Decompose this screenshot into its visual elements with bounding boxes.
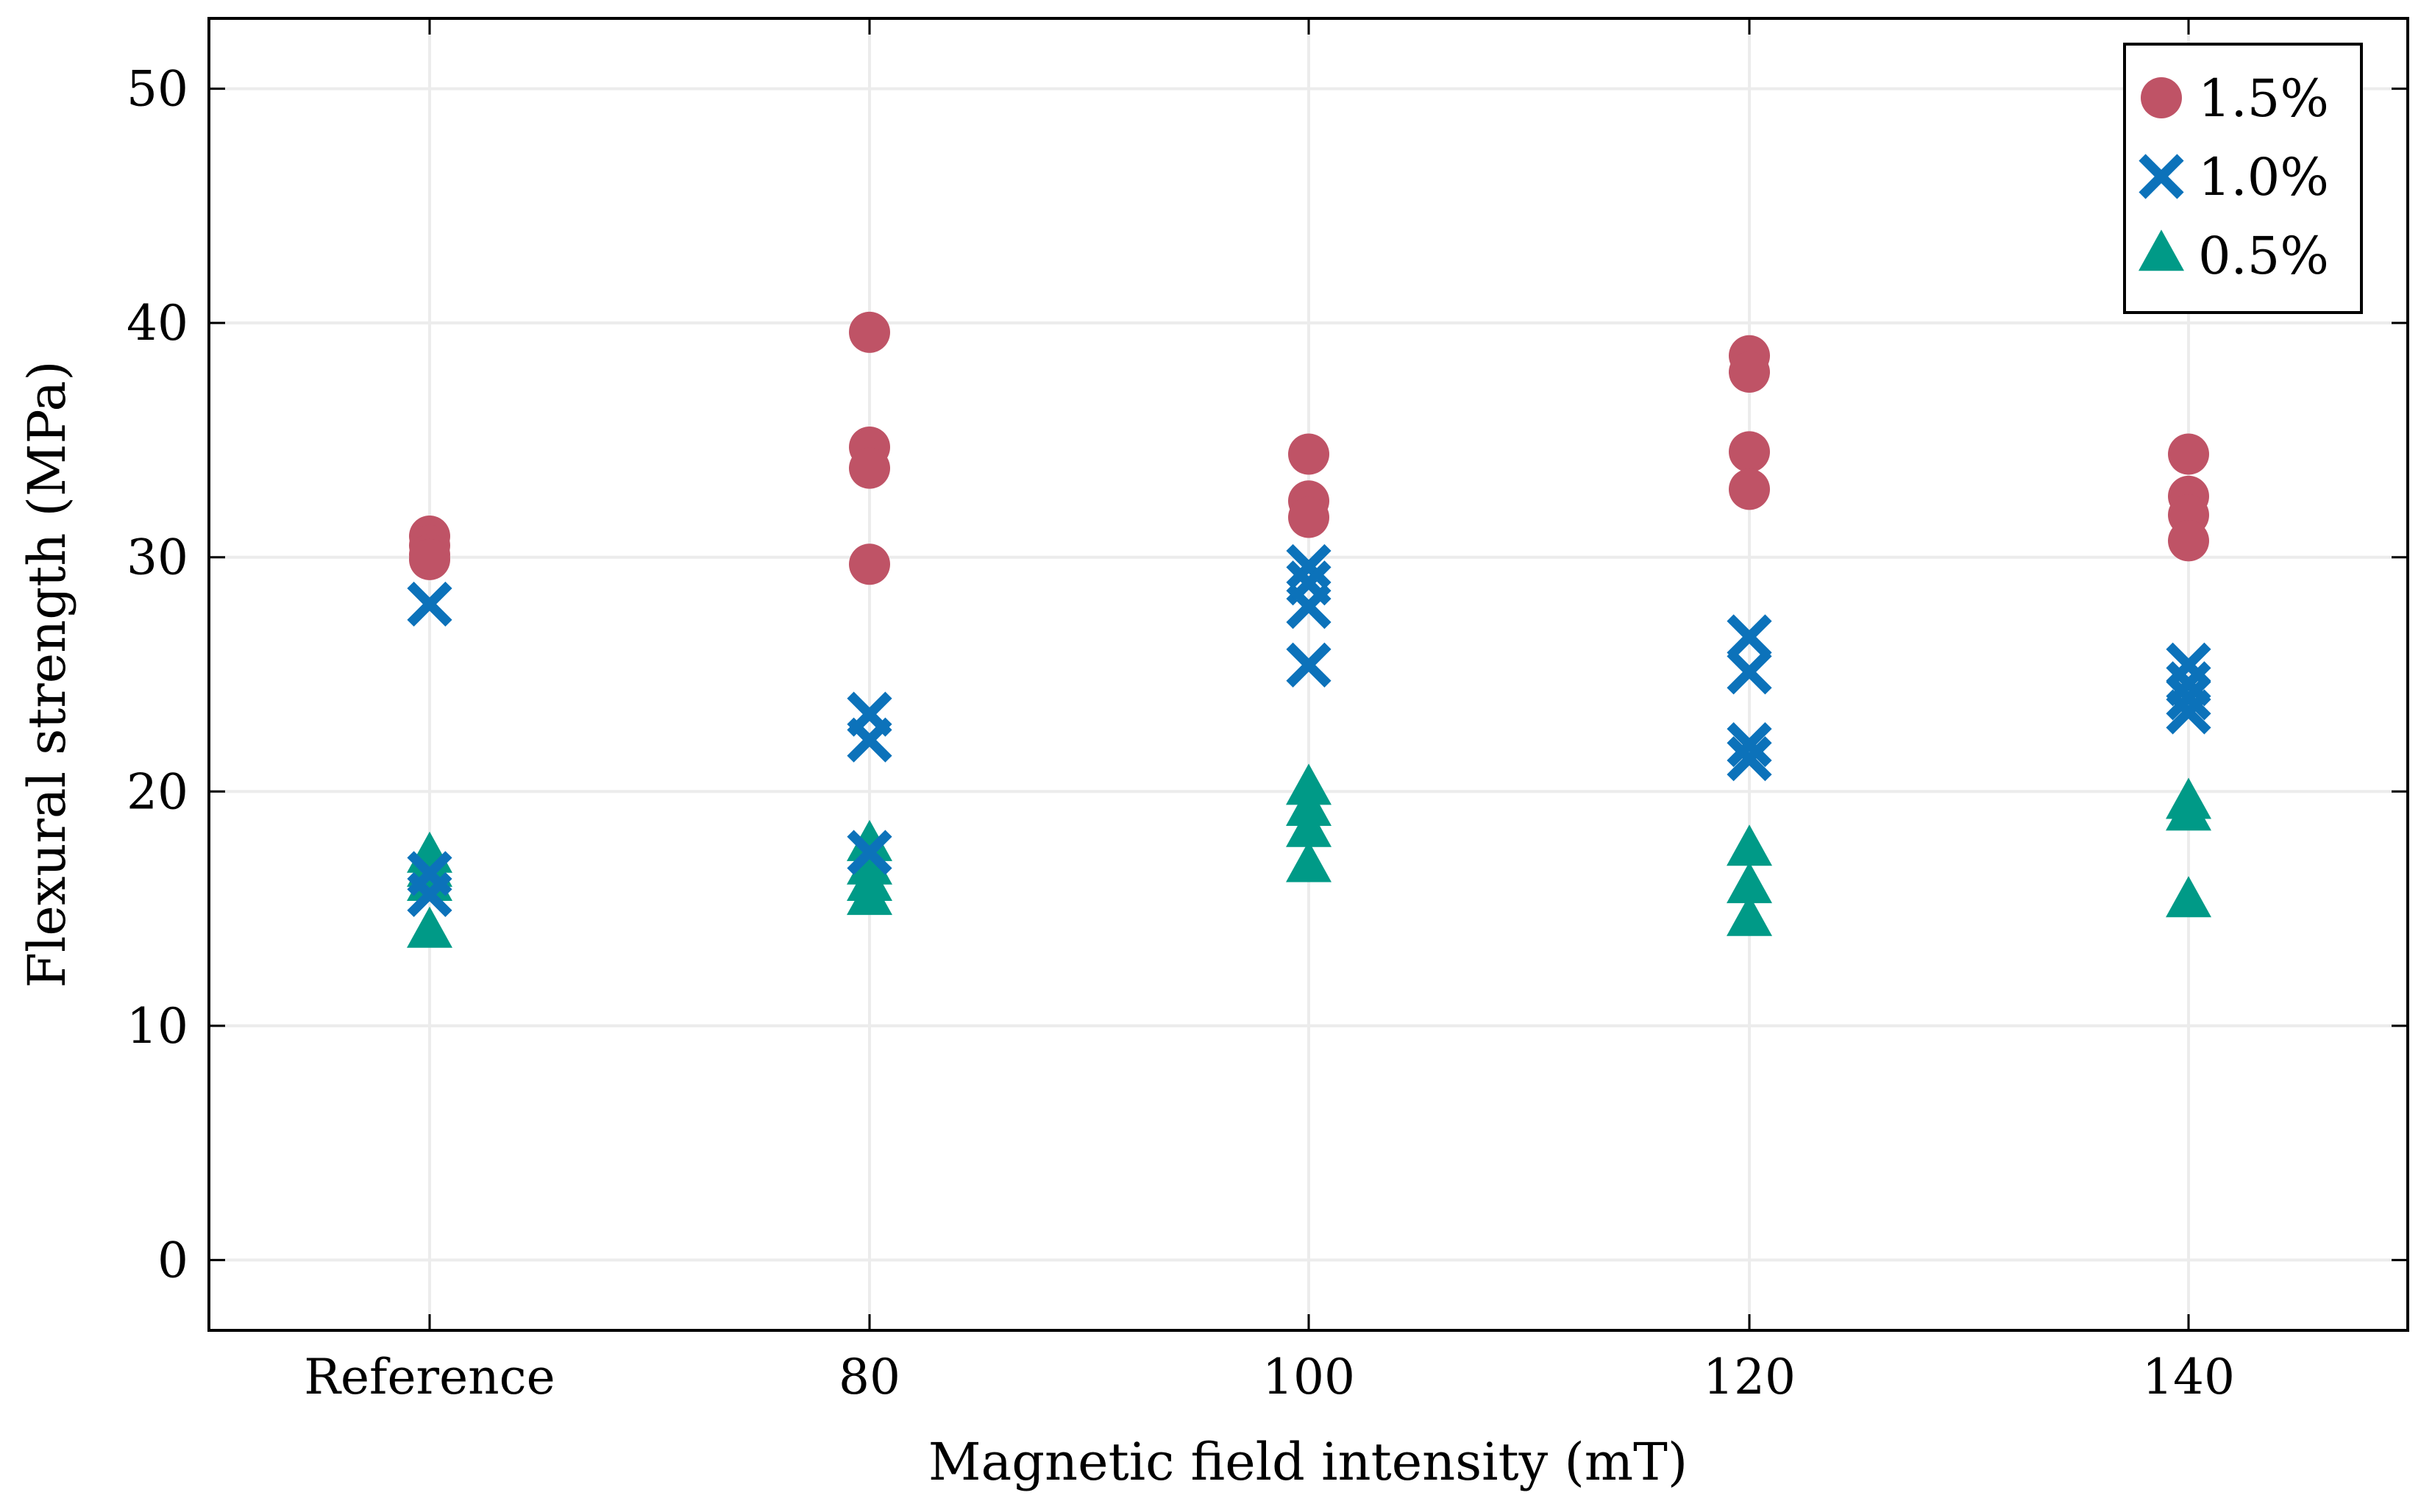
data-point-0-5pct [1286, 841, 1332, 882]
data-point-1-0pct [1727, 721, 1772, 768]
data-point-1-0pct [847, 717, 892, 763]
data-point-1-5pct [1288, 433, 1329, 475]
y-tick-label: 50 [127, 61, 188, 118]
data-point-1-0pct [1727, 649, 1772, 695]
data-point-1-5pct [1729, 352, 1770, 393]
legend: 1.5% 1.0% 0.5% [2123, 43, 2363, 314]
data-point-1-5pct [409, 538, 450, 580]
x-tick-label: Reference [304, 1349, 555, 1405]
tick-marks [209, 18, 2408, 1330]
data-point-0-5pct [847, 874, 892, 916]
data-point-0-5pct [1286, 805, 1332, 847]
data-point-0-5pct [407, 906, 452, 948]
legend-label: 0.5% [2198, 226, 2329, 286]
data-point-0-5pct [1727, 824, 1772, 866]
data-point-0-5pct [1286, 785, 1332, 827]
grid-lines [209, 18, 2408, 1330]
data-point-1-5pct [849, 543, 890, 585]
data-point-1-5pct [2168, 520, 2209, 562]
legend-marker-triangle [2139, 229, 2184, 271]
data-point-1-5pct [1729, 431, 1770, 473]
data-point-1-0pct [407, 581, 452, 627]
data-point-1-0pct [1286, 543, 1332, 590]
x-tick-labels: Reference 80 100 120 140 [304, 1349, 2235, 1405]
data-point-1-5pct [849, 447, 890, 489]
data-point-0-5pct [1286, 763, 1332, 805]
y-tick-labels: 0 10 20 30 40 50 [127, 61, 188, 1289]
data-point-1-0pct [2166, 689, 2211, 735]
data-point-1-0pct [1286, 642, 1332, 688]
legend-label: 1.0% [2198, 147, 2329, 207]
y-tick-label: 40 [127, 295, 188, 352]
legend-marker-circle [2141, 77, 2182, 118]
data-point-1-5pct [1288, 496, 1329, 538]
y-tick-label: 20 [127, 763, 188, 820]
data-point-0-5pct [1727, 862, 1772, 904]
data-point-1-0pct [1286, 584, 1332, 630]
data-point-1-0pct [1727, 614, 1772, 660]
legend-label: 1.5% [2198, 68, 2329, 129]
data-point-0-5pct [2166, 789, 2211, 831]
data-point-0-5pct [1727, 894, 1772, 936]
x-tick-label: 120 [1703, 1349, 1796, 1405]
data-point-1-0pct [2166, 675, 2211, 721]
data-point-1-5pct [849, 311, 890, 353]
y-tick-label: 0 [157, 1232, 188, 1288]
data-point-0-5pct [2166, 876, 2211, 918]
x-tick-label: 140 [2142, 1349, 2235, 1405]
y-axis-title: Flexural strength (MPa) [17, 360, 77, 988]
legend-marker-cross [2139, 154, 2184, 199]
data-point-1-0pct [1727, 736, 1772, 782]
data-point-1-5pct [1729, 468, 1770, 510]
x-axis-title: Magnetic field intensity (mT) [928, 1432, 1688, 1492]
plot-frame [207, 17, 2409, 1332]
x-tick-label: 100 [1262, 1349, 1355, 1405]
data-point-1-5pct [2168, 433, 2209, 475]
y-tick-label: 10 [127, 998, 188, 1055]
x-tick-label: 80 [839, 1349, 900, 1405]
data-point-1-0pct [847, 830, 892, 875]
data-point-1-0pct [407, 871, 452, 918]
data-point-0-5pct [847, 819, 892, 861]
y-tick-label: 30 [127, 529, 188, 586]
data-points [407, 311, 2211, 948]
